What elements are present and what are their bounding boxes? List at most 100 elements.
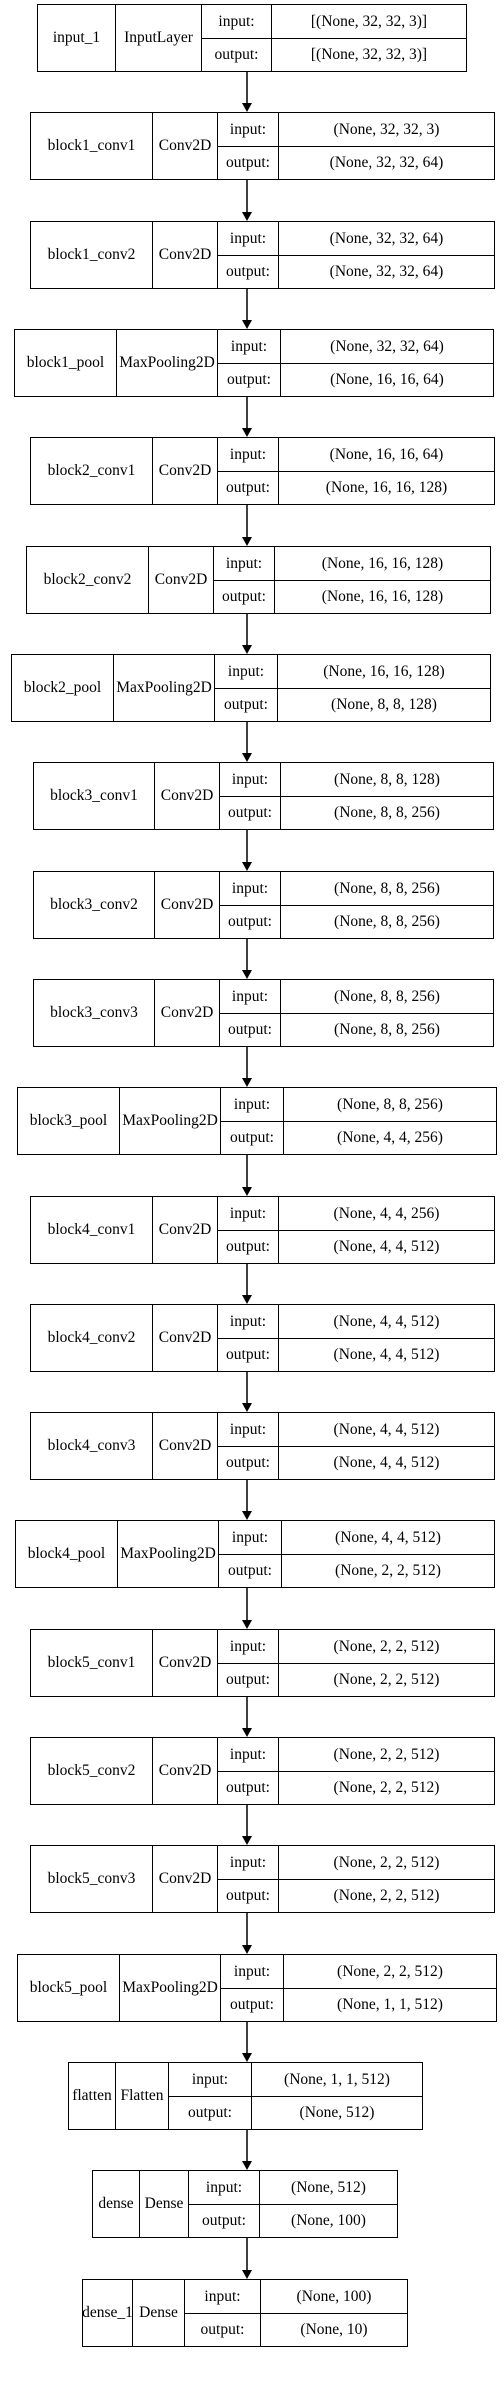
io-label-column: input: output: <box>217 438 278 504</box>
input-label: input: <box>229 120 267 138</box>
input-shape: (None, 1, 1, 512) <box>284 2070 390 2088</box>
output-label: output: <box>218 1337 278 1372</box>
io-shape-column: [(None, 32, 32, 3)] [(None, 32, 32, 3)] <box>271 5 466 71</box>
io-shape-column: (None, 32, 32, 64) (None, 16, 16, 64) <box>280 330 493 396</box>
io-shape-column: (None, 4, 4, 512) (None, 4, 4, 512) <box>278 1305 494 1371</box>
input-label: input: <box>229 1420 267 1438</box>
layer-name: block5_conv2 <box>47 1762 136 1780</box>
input-label: input: <box>231 987 269 1005</box>
input-shape: (None, 16, 16, 64) <box>329 445 444 463</box>
io-label-column: input: output: <box>219 763 280 829</box>
output-shape: (None, 2, 2, 512) <box>279 1878 494 1913</box>
layer-name: block3_pool <box>29 1112 108 1130</box>
layer-node-block3-pool: block3_pool MaxPooling2D input: output: (Non… <box>17 1087 497 1155</box>
input-label: input: <box>229 1204 267 1222</box>
input-label: input: <box>229 1853 267 1871</box>
layer-node-block1-conv2: block1_conv2 Conv2D input: output: (None, 32… <box>30 221 495 289</box>
layer-name: block5_conv3 <box>47 1870 136 1888</box>
io-label-column: input: output: <box>217 1630 278 1696</box>
output-shape: (None, 512) <box>252 2095 422 2130</box>
input-label: input: <box>204 2287 241 2305</box>
input-shape: (None, 8, 8, 256) <box>337 1095 443 1113</box>
input-label: input: <box>233 1962 271 1980</box>
input-shape: (None, 8, 8, 256) <box>334 879 440 897</box>
input-label: input: <box>205 2178 243 2196</box>
layer-node-dense-1: dense_1 Dense input: output: (None, 100) (Non… <box>82 2279 408 2347</box>
input-shape: (None, 4, 4, 512) <box>335 1528 441 1546</box>
arrowhead-icon <box>242 970 252 979</box>
output-shape: [(None, 32, 32, 3)] <box>272 37 466 72</box>
output-shape: (None, 32, 32, 64) <box>279 254 494 289</box>
layer-type: MaxPooling2D <box>119 1955 220 2021</box>
layer-node-block5-conv3: block5_conv3 Conv2D input: output: (None, 2,… <box>30 1845 495 1913</box>
input-label: input: <box>231 770 269 788</box>
layer-node-block5-conv1: block5_conv1 Conv2D input: output: (None, 2,… <box>30 1629 495 1697</box>
io-label-column: input: output: <box>217 113 278 179</box>
layer-name: block2_pool <box>23 679 102 697</box>
output-shape: (None, 4, 4, 256) <box>284 1120 496 1155</box>
arrowhead-icon <box>242 320 252 329</box>
layer-node-block4-conv3: block4_conv3 Conv2D input: output: (None, 4,… <box>30 1412 495 1480</box>
io-shape-column: (None, 8, 8, 256) (None, 4, 4, 256) <box>283 1088 496 1154</box>
output-label: output: <box>189 2203 259 2238</box>
io-shape-column: (None, 16, 16, 128) (None, 16, 16, 128) <box>274 547 490 613</box>
io-shape-column: (None, 8, 8, 256) (None, 8, 8, 256) <box>280 872 493 938</box>
layer-type: Conv2D <box>152 113 217 179</box>
output-label: output: <box>220 795 280 830</box>
output-label: output: <box>219 1553 281 1588</box>
output-label: output: <box>215 687 277 722</box>
input-label: input: <box>229 445 267 463</box>
arrowhead-icon <box>242 428 252 437</box>
io-shape-column: (None, 2, 2, 512) (None, 2, 2, 512) <box>278 1630 494 1696</box>
input-label: input: <box>225 554 263 572</box>
arrowhead-icon <box>242 1295 252 1304</box>
io-label-column: input: output: <box>184 2280 260 2346</box>
output-label: output: <box>169 2095 251 2130</box>
input-label: input: <box>227 662 265 680</box>
input-label: input: <box>229 229 267 247</box>
output-label: output: <box>214 579 274 614</box>
output-label: output: <box>185 2312 260 2347</box>
io-shape-column: (None, 4, 4, 512) (None, 4, 4, 512) <box>278 1413 494 1479</box>
layer-type: MaxPooling2D <box>113 655 214 721</box>
layer-type: InputLayer <box>115 5 201 71</box>
io-label-column: input: output: <box>214 655 277 721</box>
input-shape: [(None, 32, 32, 3)] <box>310 12 428 30</box>
output-label: output: <box>218 1229 278 1264</box>
arrowhead-icon <box>242 862 252 871</box>
layer-name: block5_pool <box>29 1979 108 1997</box>
layer-type: MaxPooling2D <box>119 1088 220 1154</box>
layer-type: Flatten <box>115 2063 168 2129</box>
io-shape-column: (None, 1, 1, 512) (None, 512) <box>251 2063 422 2129</box>
output-label: output: <box>220 904 280 939</box>
io-label-column: input: output: <box>213 547 274 613</box>
input-label: input: <box>229 1637 267 1655</box>
io-shape-column: (None, 2, 2, 512) (None, 1, 1, 512) <box>283 1955 496 2021</box>
layer-name: block2_conv2 <box>43 571 132 589</box>
arrowhead-icon <box>242 1728 252 1737</box>
output-label: output: <box>221 1987 283 2022</box>
input-label: input: <box>233 1095 271 1113</box>
input-label: input: <box>229 1312 267 1330</box>
layer-node-block3-conv1: block3_conv1 Conv2D input: output: (None, 8,… <box>33 762 494 830</box>
arrowhead-icon <box>242 1836 252 1845</box>
layer-type: Conv2D <box>154 980 219 1046</box>
output-shape: (None, 2, 2, 512) <box>279 1662 494 1697</box>
io-label-column: input: output: <box>168 2063 251 2129</box>
arrowhead-icon <box>242 1620 252 1629</box>
layer-type: Conv2D <box>152 438 217 504</box>
layer-name: dense <box>98 2195 134 2213</box>
layer-type: Conv2D <box>152 1413 217 1479</box>
layer-name: block4_conv2 <box>47 1329 136 1347</box>
arrowhead-icon <box>242 2161 252 2170</box>
output-label: output: <box>220 1012 280 1047</box>
io-shape-column: (None, 8, 8, 128) (None, 8, 8, 256) <box>280 763 493 829</box>
layer-type: Conv2D <box>152 222 217 288</box>
io-shape-column: (None, 4, 4, 256) (None, 4, 4, 512) <box>278 1197 494 1263</box>
io-shape-column: (None, 16, 16, 128) (None, 8, 8, 128) <box>277 655 490 721</box>
input-shape: (None, 2, 2, 512) <box>333 1745 440 1763</box>
arrowhead-icon <box>242 1403 252 1412</box>
output-label: output: <box>218 1662 278 1697</box>
output-shape: (None, 8, 8, 256) <box>281 904 493 939</box>
